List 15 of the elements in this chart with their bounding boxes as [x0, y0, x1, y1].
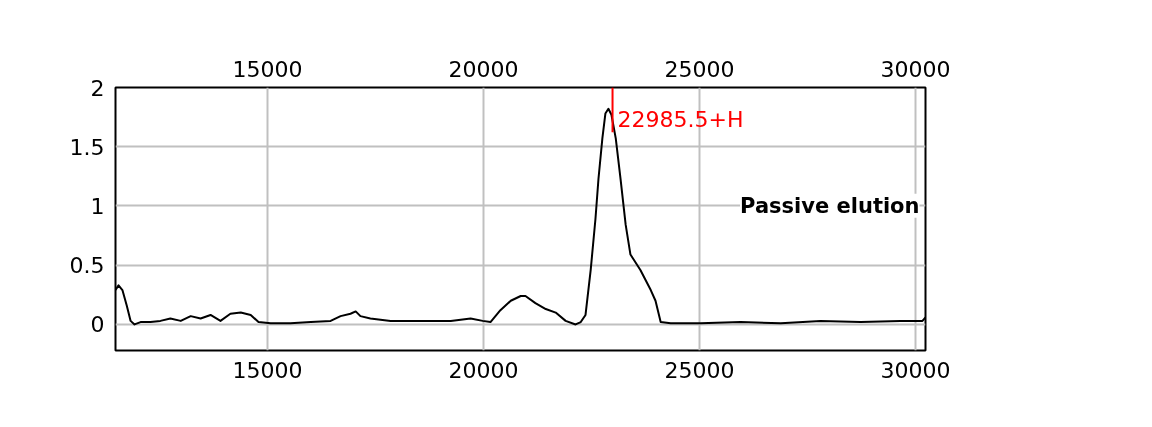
x-tick-label: 25000: [664, 56, 735, 82]
x-tick-label: 30000: [880, 56, 951, 82]
y-tick-label: 2: [90, 75, 105, 101]
y-tick-label: 0.5: [69, 253, 105, 279]
x2-tick-label: 20000: [448, 357, 519, 383]
x2-tick-label: 15000: [232, 357, 303, 383]
ref-line-label: 22985.5+H: [617, 106, 744, 132]
x2-tick-label: 25000: [664, 357, 735, 383]
x-tick-label: 15000: [232, 56, 303, 82]
x-tick-label: 20000: [448, 56, 519, 82]
y-tick-label: 1: [90, 193, 105, 219]
annotation: Passive elution: [740, 193, 920, 218]
y-tick-label: 0: [90, 312, 105, 338]
y-tick-label: 1.5: [69, 134, 105, 160]
x2-tick-label: 30000: [880, 357, 951, 383]
